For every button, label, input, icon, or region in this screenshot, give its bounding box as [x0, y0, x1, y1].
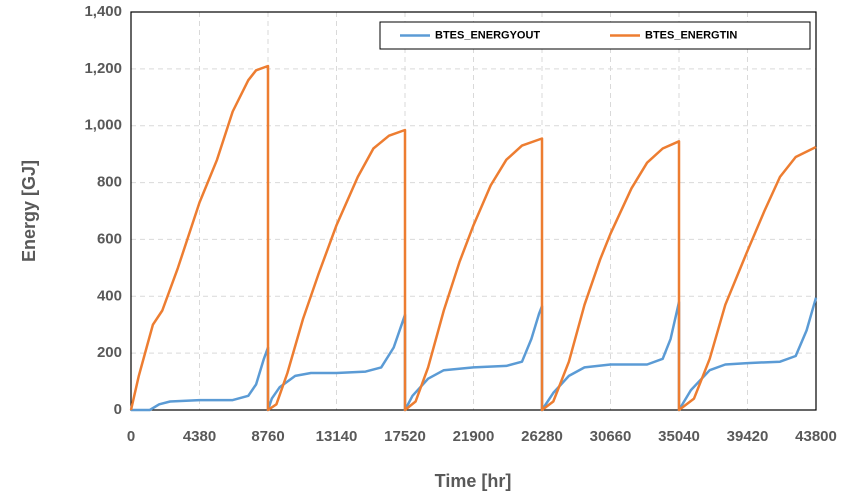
legend-label: BTES_ENERGYOUT: [435, 29, 540, 41]
y-tick-label: 1,200: [84, 60, 122, 77]
x-axis-title: Time [hr]: [435, 471, 512, 491]
legend-box: [379, 21, 811, 50]
x-tick-label: 8760: [251, 428, 284, 445]
y-tick-label: 1,400: [84, 3, 122, 20]
data-line: [129, 64, 817, 412]
y-axis-title: Energy [GJ]: [19, 160, 39, 262]
x-tick-label: 4380: [183, 428, 216, 445]
x-tick-label: 21900: [453, 428, 495, 445]
y-tick-label: 200: [97, 344, 122, 361]
x-tick-label: 0: [127, 428, 135, 445]
x-tick-label: 13140: [316, 428, 358, 445]
y-tick-label: 0: [114, 401, 122, 418]
x-tick-label: 30660: [590, 428, 632, 445]
y-tick-label: 400: [97, 287, 122, 304]
plot-frame: [130, 11, 817, 411]
y-tick-label: 800: [97, 174, 122, 191]
x-tick-label: 35040: [658, 428, 700, 445]
x-tick-label: 17520: [384, 428, 426, 445]
legend-label: BTES_ENERGTIN: [645, 29, 737, 41]
x-tick-label: 43800: [795, 428, 837, 445]
y-tick-label: 1,000: [84, 117, 122, 134]
x-tick-label: 26280: [521, 428, 563, 445]
x-tick-label: 39420: [727, 428, 769, 445]
y-tick-label: 600: [97, 230, 122, 247]
